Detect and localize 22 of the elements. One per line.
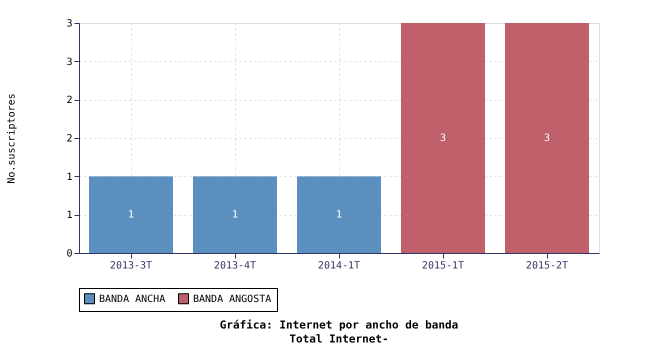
data-label: 3 — [544, 133, 550, 144]
data-label: 1 — [336, 210, 342, 221]
legend-label: BANDA ANCHA — [99, 294, 166, 305]
x-tick-label: 2015-2T — [526, 260, 568, 272]
data-label: 1 — [128, 210, 134, 221]
y-tick-label: 1 — [66, 172, 72, 183]
text: Total Internet- — [289, 332, 389, 346]
data-label: 1 — [232, 210, 238, 221]
x-tick-label: 2014-1T — [318, 260, 360, 272]
text: Gráfica: Internet por ancho de banda — [220, 318, 458, 332]
legend-label: BANDA ANGOSTA — [193, 294, 272, 305]
data-label: 3 — [440, 133, 446, 144]
y-tick-label: 2 — [66, 95, 72, 106]
y-tick-label: 2 — [66, 134, 72, 144]
y-tick-label: 1 — [66, 210, 72, 222]
x-tick-label: 2013-4T — [214, 260, 256, 272]
x-tick-label: 2013-3T — [110, 260, 152, 272]
x-tick-label: 2015-1T — [422, 260, 464, 272]
y-tick-label: 0 — [66, 248, 72, 260]
y-tick-label: 3 — [66, 18, 72, 30]
y-axis-title: No.suscriptores — [6, 93, 18, 184]
y-tick-label: 3 — [66, 56, 72, 68]
